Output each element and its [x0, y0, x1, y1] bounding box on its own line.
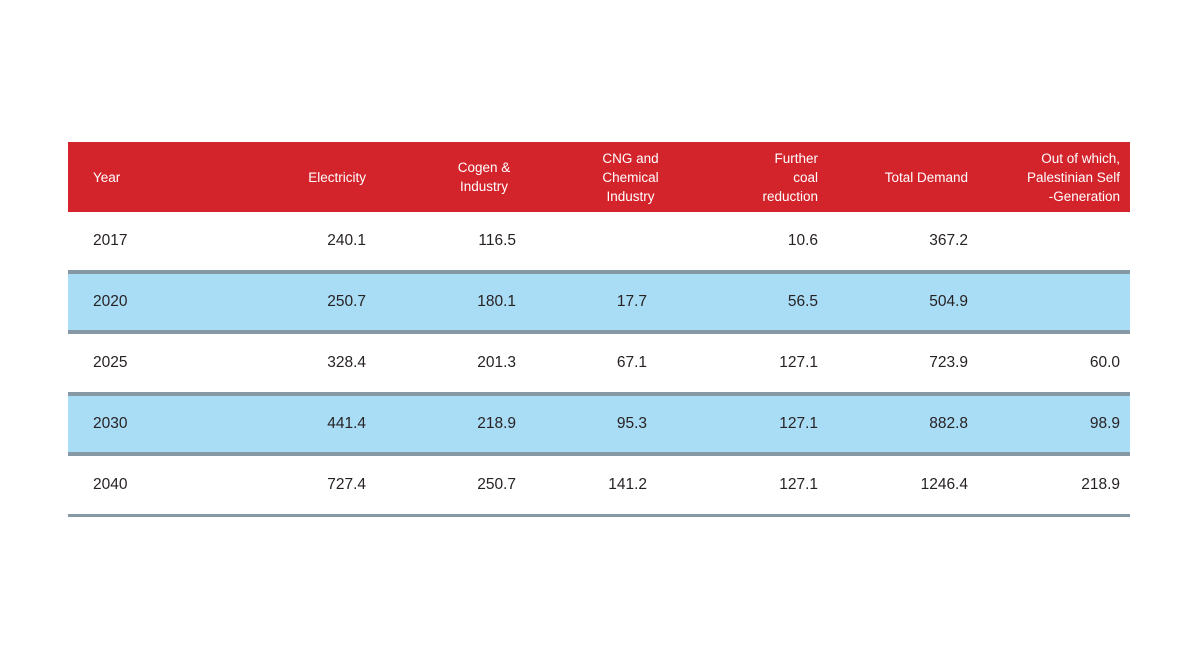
year-cell: 2020 — [68, 270, 178, 334]
value-cell: 17.7 — [540, 270, 671, 334]
value-cell: 95.3 — [540, 392, 671, 456]
value-cell: 1246.4 — [842, 456, 992, 517]
table-row: 2030 441.4 218.9 95.3 127.1 882.8 98.9 — [68, 392, 1130, 456]
value-cell — [992, 212, 1130, 270]
year-cell: 2025 — [68, 334, 178, 392]
value-cell — [992, 270, 1130, 334]
column-header-electricity: Electricity — [178, 142, 390, 212]
table-header: Year Electricity Cogen & Industry CNG and C… — [68, 142, 1130, 212]
value-cell: 723.9 — [842, 334, 992, 392]
table-body: 2017 240.1 116.5 10.6 367.2 2020 250.7 180.1 17.… — [68, 212, 1130, 517]
value-cell: 328.4 — [178, 334, 390, 392]
value-cell: 116.5 — [390, 212, 540, 270]
value-cell: 201.3 — [390, 334, 540, 392]
column-header-coal-reduction: Further coal reduction — [671, 142, 842, 212]
energy-demand-table-container: Year Electricity Cogen & Industry CNG and C… — [68, 142, 1130, 517]
value-cell: 240.1 — [178, 212, 390, 270]
value-cell: 127.1 — [671, 334, 842, 392]
value-cell: 141.2 — [540, 456, 671, 517]
value-cell: 367.2 — [842, 212, 992, 270]
column-header-cng-chemical: CNG and Chemical Industry — [540, 142, 671, 212]
year-cell: 2040 — [68, 456, 178, 517]
value-cell: 218.9 — [992, 456, 1130, 517]
value-cell: 180.1 — [390, 270, 540, 334]
value-cell: 441.4 — [178, 392, 390, 456]
value-cell: 727.4 — [178, 456, 390, 517]
value-cell: 250.7 — [390, 456, 540, 517]
value-cell: 60.0 — [992, 334, 1130, 392]
column-header-self-generation: Out of which, Palestinian Self -Generati… — [992, 142, 1130, 212]
column-header-year: Year — [68, 142, 178, 212]
value-cell: 882.8 — [842, 392, 992, 456]
year-cell: 2017 — [68, 212, 178, 270]
value-cell — [540, 212, 671, 270]
value-cell: 504.9 — [842, 270, 992, 334]
value-cell: 98.9 — [992, 392, 1130, 456]
table-row: 2025 328.4 201.3 67.1 127.1 723.9 60.0 — [68, 334, 1130, 392]
header-row: Year Electricity Cogen & Industry CNG and C… — [68, 142, 1130, 212]
value-cell: 218.9 — [390, 392, 540, 456]
column-header-cogen-industry: Cogen & Industry — [390, 142, 540, 212]
value-cell: 67.1 — [540, 334, 671, 392]
value-cell: 10.6 — [671, 212, 842, 270]
table-row: 2017 240.1 116.5 10.6 367.2 — [68, 212, 1130, 270]
value-cell: 250.7 — [178, 270, 390, 334]
table-row: 2040 727.4 250.7 141.2 127.1 1246.4 218.9 — [68, 456, 1130, 517]
column-header-total-demand: Total Demand — [842, 142, 992, 212]
value-cell: 127.1 — [671, 392, 842, 456]
table-row: 2020 250.7 180.1 17.7 56.5 504.9 — [68, 270, 1130, 334]
year-cell: 2030 — [68, 392, 178, 456]
value-cell: 56.5 — [671, 270, 842, 334]
energy-demand-table: Year Electricity Cogen & Industry CNG and C… — [68, 142, 1130, 517]
value-cell: 127.1 — [671, 456, 842, 517]
